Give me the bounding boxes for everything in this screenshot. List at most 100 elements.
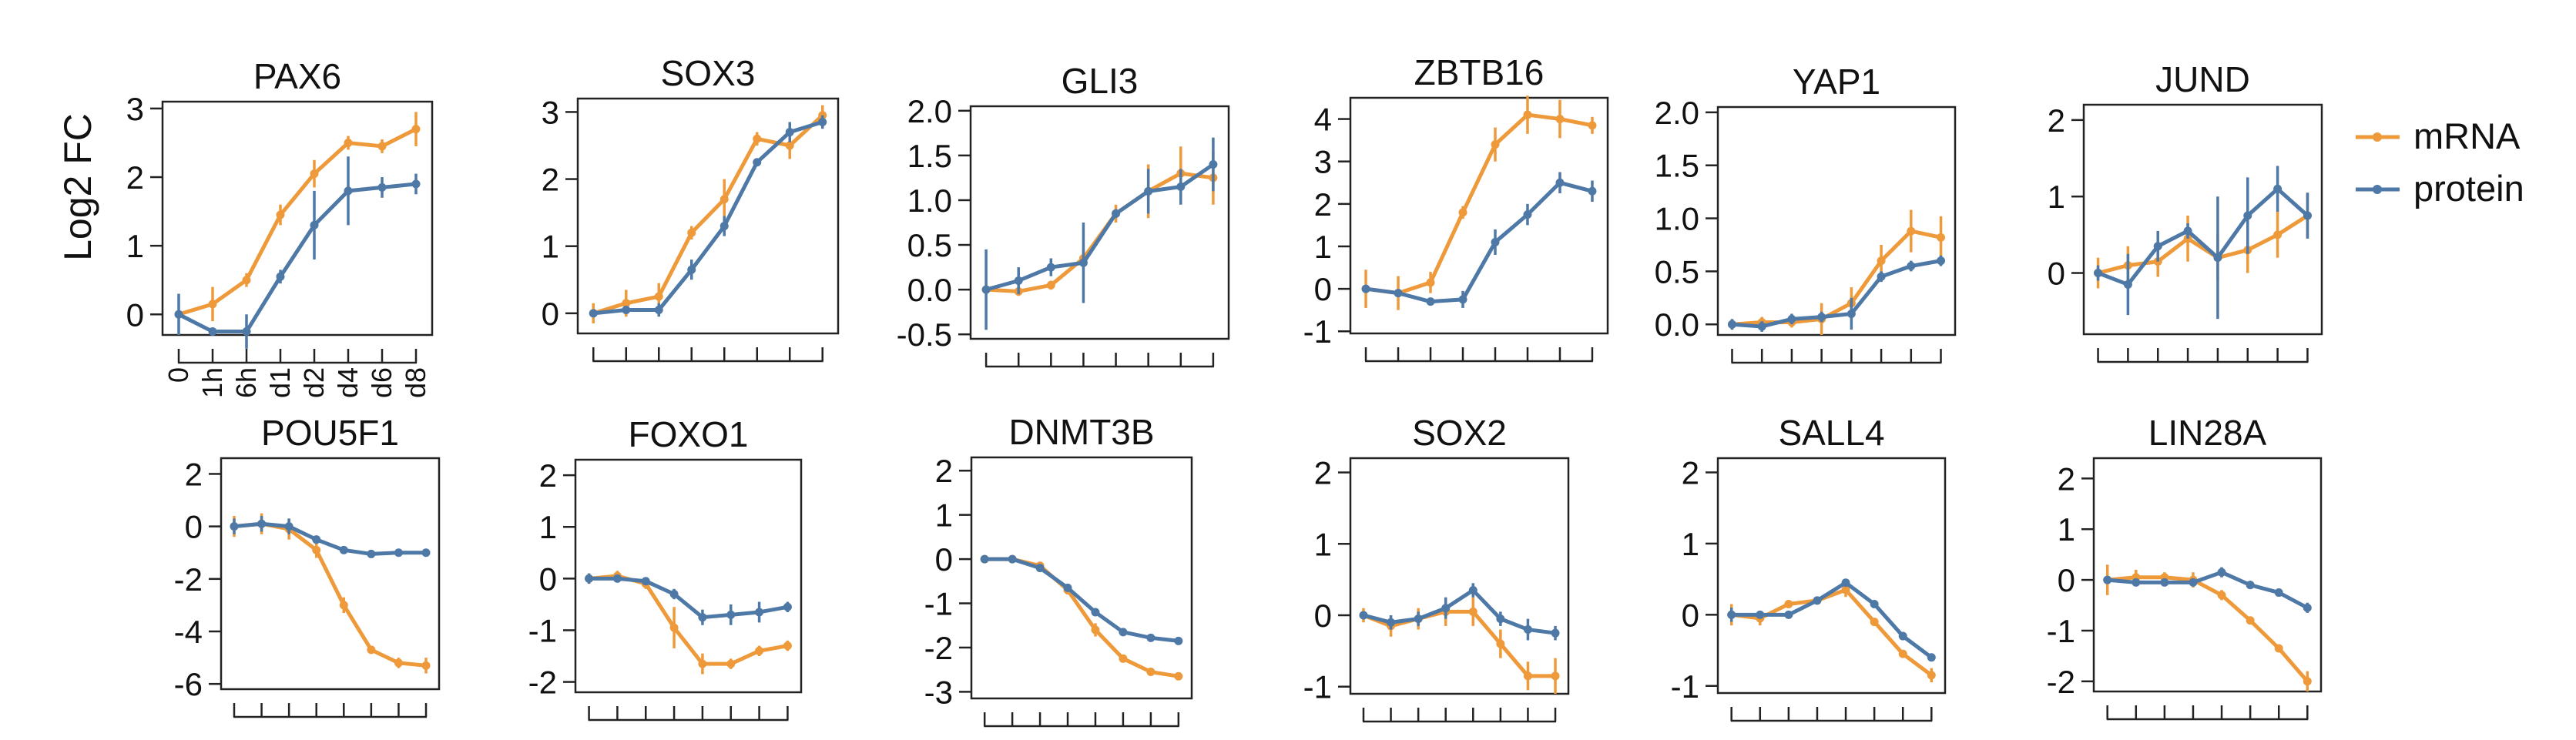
data-point xyxy=(1414,614,1423,624)
data-point xyxy=(1458,295,1467,304)
series-line-mrna xyxy=(1363,609,1556,678)
panel-dnmt3b: DNMT3B -3 -2 -1 0 1 2 xyxy=(924,412,1193,728)
plot-frame xyxy=(970,456,1193,700)
series-protein xyxy=(1727,255,1946,332)
data-point xyxy=(687,265,696,274)
y-tick-label: 1 xyxy=(539,509,557,545)
panel-sall4: SALL4 -1 0 1 2 xyxy=(1671,413,1947,722)
data-point xyxy=(2303,603,2312,612)
data-point xyxy=(1387,618,1396,627)
series-mrna xyxy=(980,554,1183,681)
data-point xyxy=(257,519,267,528)
data-point xyxy=(242,276,251,285)
data-point xyxy=(2189,578,2198,587)
y-tick-label: 0 xyxy=(1314,271,1332,307)
y-tick-label: 1 xyxy=(2048,179,2065,215)
data-point xyxy=(1756,610,1765,619)
series-protein xyxy=(1361,172,1597,308)
y-tick-label: 0.0 xyxy=(1655,306,1699,343)
series-line-protein xyxy=(984,557,1179,643)
data-point xyxy=(755,608,764,617)
plot-frame xyxy=(576,97,840,335)
data-point xyxy=(585,574,594,583)
legend: mRNA protein xyxy=(2356,116,2524,209)
data-point xyxy=(1523,110,1532,119)
data-point xyxy=(654,306,663,314)
data-point xyxy=(1014,276,1023,285)
data-point xyxy=(1784,599,1793,608)
y-tick-label: 0 xyxy=(935,541,953,578)
y-tick-label: 2 xyxy=(1682,454,1699,491)
data-point xyxy=(421,661,431,670)
data-point xyxy=(1176,182,1186,192)
data-point xyxy=(2094,269,2103,278)
x-tick-label: d4 xyxy=(332,367,364,398)
panel-title: FOXO1 xyxy=(629,414,749,454)
data-point xyxy=(1523,671,1532,681)
y-tick-label: -6 xyxy=(174,666,203,702)
data-point xyxy=(1063,583,1072,592)
data-point xyxy=(669,589,679,598)
data-point xyxy=(726,659,736,668)
y-tick-label: -3 xyxy=(924,674,953,710)
series-line-protein xyxy=(589,576,788,620)
data-point xyxy=(1551,671,1560,681)
panel-gli3: GLI3 -0.5 0.0 0.5 1.0 1.5 2.0 xyxy=(897,61,1230,368)
data-point xyxy=(1468,586,1478,595)
data-point xyxy=(1523,625,1532,635)
data-point xyxy=(698,659,707,668)
data-point xyxy=(719,222,729,231)
data-point xyxy=(1359,611,1368,620)
y-tick-label: 2 xyxy=(185,456,203,492)
data-point xyxy=(394,548,403,558)
data-point xyxy=(2217,568,2226,577)
panel-title: SOX3 xyxy=(661,53,756,93)
data-point xyxy=(2217,591,2226,600)
panel-title: GLI3 xyxy=(1062,61,1139,101)
data-point xyxy=(1426,297,1435,306)
y-tick-label: 4 xyxy=(1314,102,1332,138)
y-tick-label: -1 xyxy=(528,612,557,648)
series-protein xyxy=(230,516,431,558)
data-point xyxy=(276,272,285,281)
data-point xyxy=(2123,280,2132,289)
data-point xyxy=(1588,186,1597,196)
panel-title: DNMT3B xyxy=(1008,412,1154,452)
panel-zbtb16: ZBTB16 -1 0 1 2 3 4 xyxy=(1303,52,1609,363)
y-tick-label: -2 xyxy=(528,665,557,701)
y-tick-label: -2 xyxy=(924,630,953,666)
data-point xyxy=(1008,554,1017,564)
series-protein xyxy=(981,137,1218,330)
data-point xyxy=(622,299,631,308)
panel-lin28a: LIN28A -2 -1 0 1 2 xyxy=(2047,413,2323,721)
series-protein xyxy=(980,554,1183,645)
y-tick-label: -1 xyxy=(924,586,953,622)
y-tick-label: 1.5 xyxy=(907,138,952,174)
y-tick-label: 1.5 xyxy=(1655,148,1699,184)
data-point xyxy=(719,195,729,204)
plot-frame xyxy=(574,458,803,694)
data-point xyxy=(1468,607,1478,616)
series-mrna xyxy=(1361,95,1597,310)
panel-sox2: SOX2 -1 0 1 2 xyxy=(1303,413,1570,723)
data-point xyxy=(1174,671,1183,681)
data-point xyxy=(284,522,293,531)
series-mrna xyxy=(174,112,421,322)
x-tick-label: 1h xyxy=(196,367,228,398)
y-tick-label: 2 xyxy=(539,457,557,494)
series-protein xyxy=(2103,567,2312,613)
y-tick-label: 0 xyxy=(1682,597,1699,633)
y-tick-label: 3 xyxy=(126,91,144,127)
panel-jund: JUND 0 1 2 xyxy=(2048,59,2323,363)
data-point xyxy=(2303,677,2312,686)
data-point xyxy=(654,292,663,301)
series-line-mrna xyxy=(1365,112,1593,296)
series-line-mrna xyxy=(592,113,824,316)
series-line-mrna xyxy=(984,557,1179,678)
data-point xyxy=(2183,226,2192,236)
y-tick-label: 0 xyxy=(1314,598,1332,634)
data-point xyxy=(394,658,403,668)
series-protein xyxy=(585,573,792,625)
data-point xyxy=(1394,289,1403,298)
